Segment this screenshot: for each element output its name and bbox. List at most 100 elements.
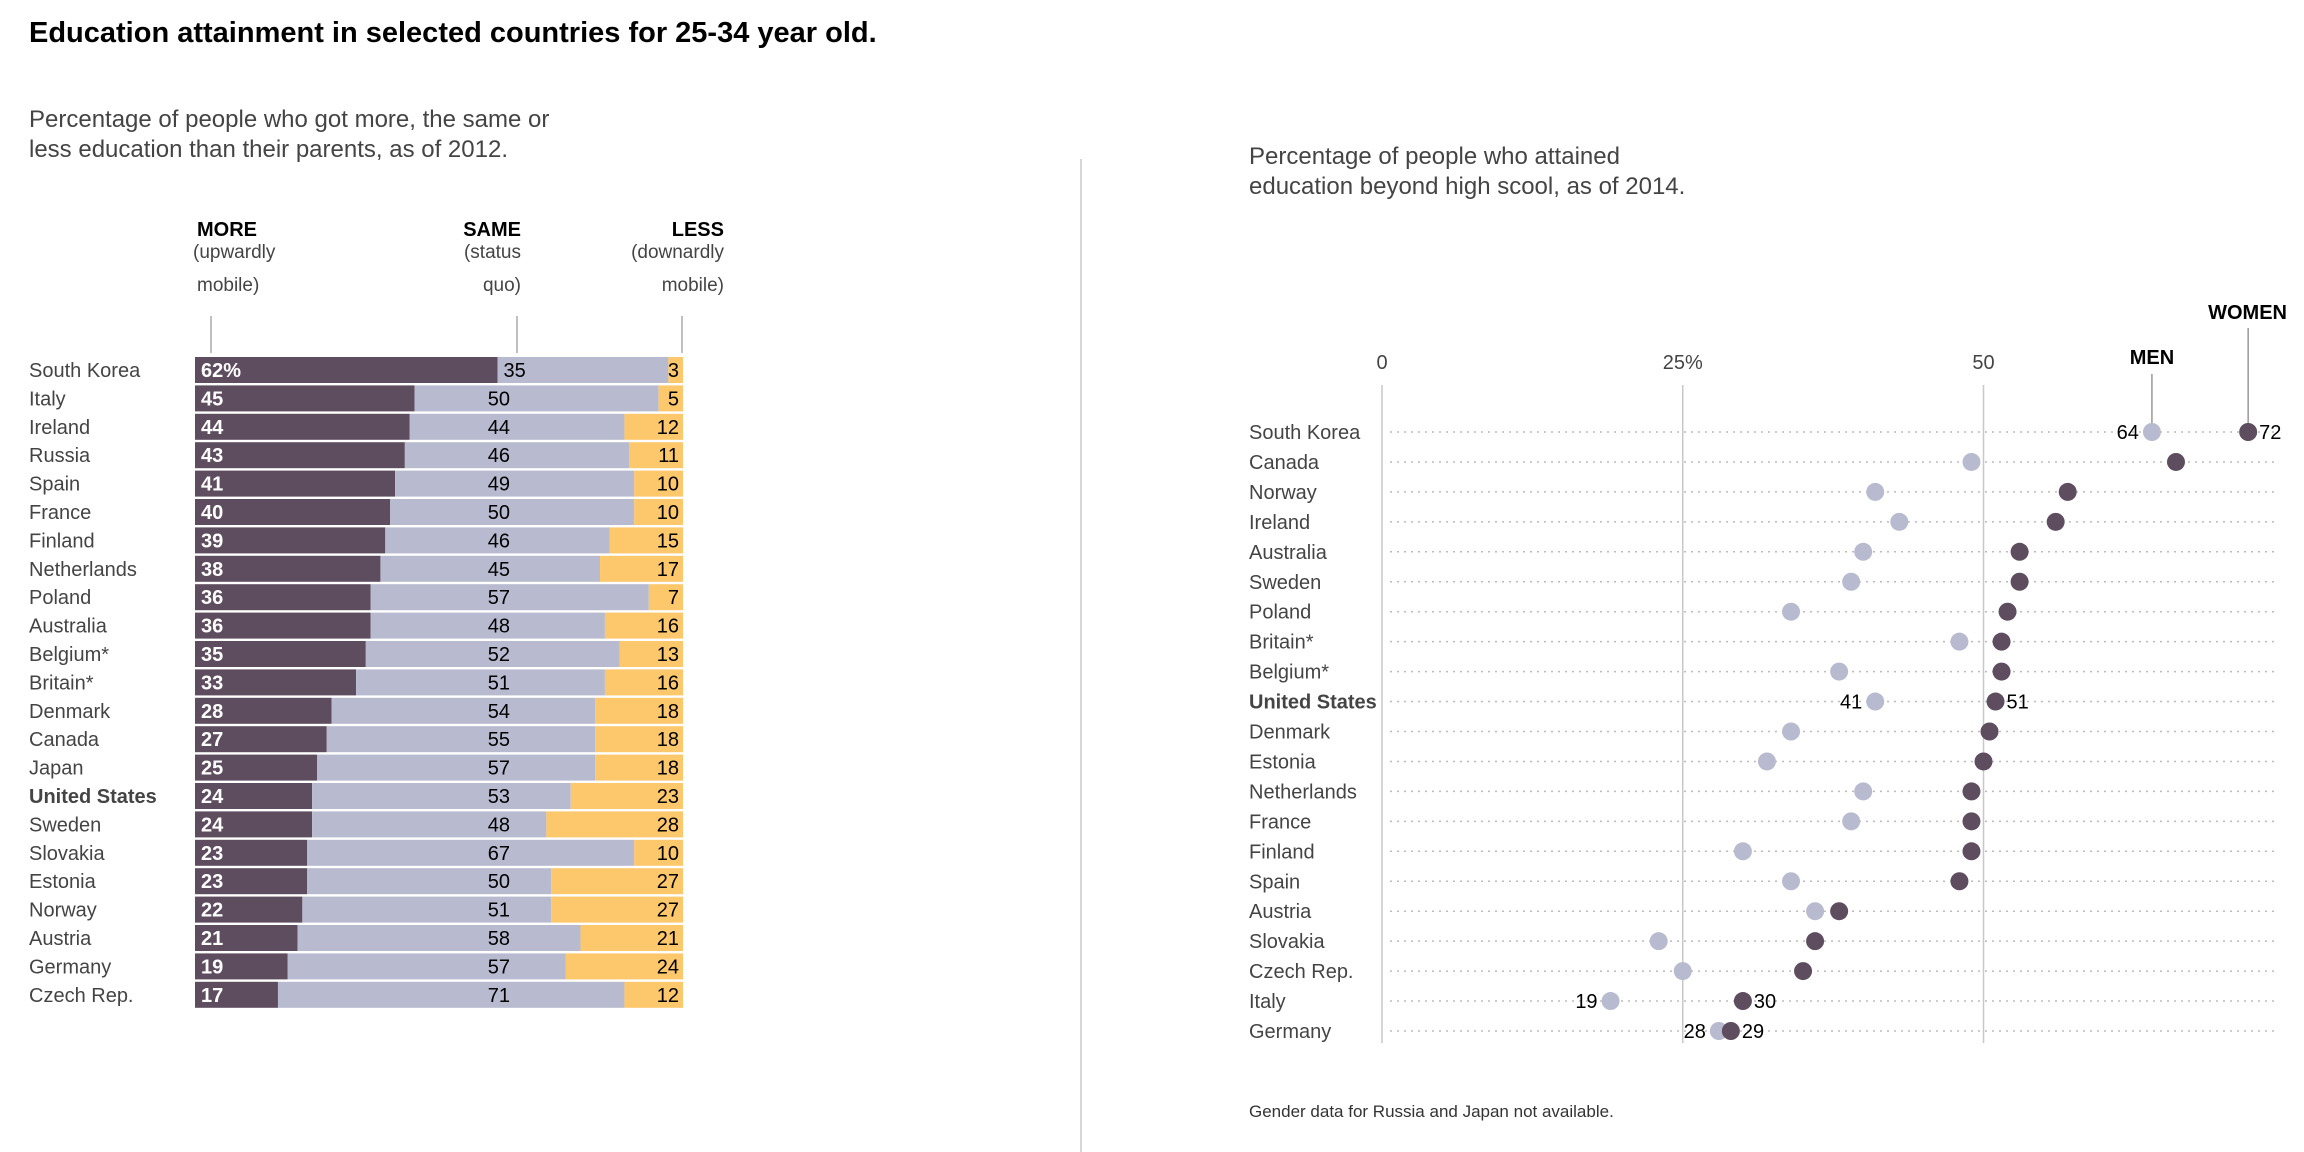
value-less: 27 [657,900,679,922]
value-more: 41 [201,474,223,496]
bar-less [565,953,683,980]
value-same: 51 [488,672,510,694]
value-more: 24 [201,814,224,836]
country-label: Estonia [1249,751,1317,773]
value-more: 23 [201,843,223,865]
value-more: 23 [201,871,223,893]
bar-less [634,499,683,525]
country-label: Canada [29,729,100,751]
value-same: 44 [488,417,510,439]
bar-same [331,697,596,724]
bar-same [287,953,566,980]
dot-men [1962,452,1981,471]
bar-more [195,925,298,951]
value-more: 40 [201,502,223,524]
dot-men [1733,842,1752,861]
header-less-sub2: mobile) [662,275,724,296]
bar-same [312,811,547,838]
right-subtitle-line2: education beyond high scool, as of 2014. [1249,173,1685,200]
bar-more [195,612,371,639]
value-same: 35 [504,360,526,382]
bar-same [297,925,581,951]
country-label: Spain [29,474,80,496]
value-less: 7 [668,587,679,609]
bar-less [634,470,683,497]
header-less-sub1: (downardly [631,242,724,263]
value-label-high: 51 [2007,692,2029,714]
value-same: 53 [488,786,510,808]
bar-more [195,413,410,440]
value-same: 50 [488,502,510,524]
bar-more [195,499,391,525]
dot-women [1721,1022,1740,1040]
country-label: Czech Rep. [29,985,134,1007]
country-label: United States [1249,692,1377,714]
dot-men [1757,752,1776,771]
value-same: 58 [488,928,510,950]
dot-women [2010,572,2029,591]
left-subtitle-line1: Percentage of people who got more, the s… [29,106,549,133]
value-less: 12 [657,985,679,1007]
country-label: Ireland [29,417,90,439]
value-same: 50 [488,871,510,893]
bar-less [624,413,683,440]
value-less: 10 [657,474,679,496]
value-more: 28 [201,701,223,723]
dot-women [1998,602,2017,621]
country-label: Poland [1249,602,1311,624]
value-less: 18 [657,758,679,780]
bar-same [307,839,635,866]
value-label-high: 72 [2259,422,2281,444]
bar-less [595,697,683,724]
dot-men [2142,423,2161,441]
country-label: Canada [1249,452,1320,474]
dot-women [1980,722,1999,741]
country-label: Spain [1249,871,1300,893]
bar-more [195,726,327,753]
value-label-low: 19 [1575,991,1597,1013]
dot-men [1806,902,1825,921]
value-less: 27 [657,871,679,893]
value-less: 3 [668,360,679,382]
dot-women [2010,542,2029,561]
left-subtitle-line2: less education than their parents, as of… [29,136,508,163]
bar-same [390,499,635,525]
header-less: LESS [672,219,724,241]
country-label: Netherlands [1249,781,1357,803]
bar-more [195,783,313,809]
dot-women [2058,482,2077,501]
value-same: 57 [488,758,510,780]
value-more: 44 [201,417,224,439]
value-same: 67 [488,843,510,865]
bar-same [365,641,620,667]
dot-women [1992,662,2011,681]
value-same: 54 [488,701,510,723]
value-less: 16 [657,616,679,638]
bar-more [195,641,366,667]
value-same: 45 [488,559,510,581]
chart-title: Education attainment in selected countri… [29,17,877,49]
country-label: Britain* [29,672,94,694]
bar-less [551,896,683,923]
bar-more [195,584,371,611]
value-more: 21 [201,928,223,950]
value-less: 28 [657,814,679,836]
bar-more [195,839,308,866]
dot-men [1854,782,1873,801]
country-label: Norway [1249,482,1317,504]
bar-less [634,839,683,866]
value-more: 62% [201,360,241,382]
dot-men [1782,602,1801,621]
country-label: Slovakia [1249,931,1325,953]
value-more: 27 [201,729,223,751]
country-label: Norway [29,900,97,922]
bar-same [307,868,552,895]
country-label: Germany [29,956,111,978]
dot-women [1733,992,1752,1011]
bar-more [195,981,278,1008]
value-less: 5 [668,388,679,410]
dot-women [1986,692,2005,711]
dot-women [1806,932,1825,951]
header-more-sub2: mobile) [197,275,259,296]
